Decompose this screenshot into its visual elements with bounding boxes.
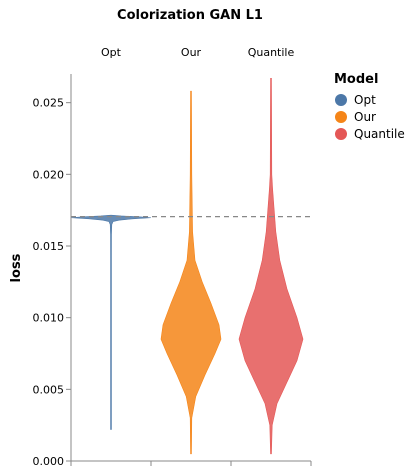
facet-label: Our xyxy=(181,46,202,59)
violin-our xyxy=(160,90,222,455)
y-tick-label: 0.010 xyxy=(33,312,65,325)
violin-quantile xyxy=(238,78,304,455)
facet-label: Quantile xyxy=(248,46,295,59)
y-tick-label: 0.005 xyxy=(33,383,65,396)
y-tick-label: 0.000 xyxy=(33,455,65,468)
legend: Model Opt Our Quantile xyxy=(334,72,405,141)
y-tick-label: 0.025 xyxy=(33,97,65,110)
legend-label: Opt xyxy=(354,93,376,107)
legend-label: Our xyxy=(354,110,376,124)
y-tick-label: 0.020 xyxy=(33,168,65,181)
y-tick-label: 0.015 xyxy=(33,240,65,253)
facet-labels: Opt Our Quantile xyxy=(101,46,294,59)
plot-area xyxy=(70,78,311,455)
legend-title: Model xyxy=(334,72,378,87)
chart-title: Colorization GAN L1 xyxy=(117,8,263,23)
legend-symbol-our xyxy=(335,111,347,123)
y-axis: 0.000 0.005 0.010 0.015 0.020 0.025 xyxy=(33,74,312,468)
facet-label: Opt xyxy=(101,46,122,59)
legend-symbol-opt xyxy=(335,94,347,106)
legend-symbol-quantile xyxy=(335,128,347,140)
legend-label: Quantile xyxy=(354,127,405,141)
violin-opt xyxy=(70,214,152,430)
y-axis-title: loss xyxy=(9,253,24,282)
